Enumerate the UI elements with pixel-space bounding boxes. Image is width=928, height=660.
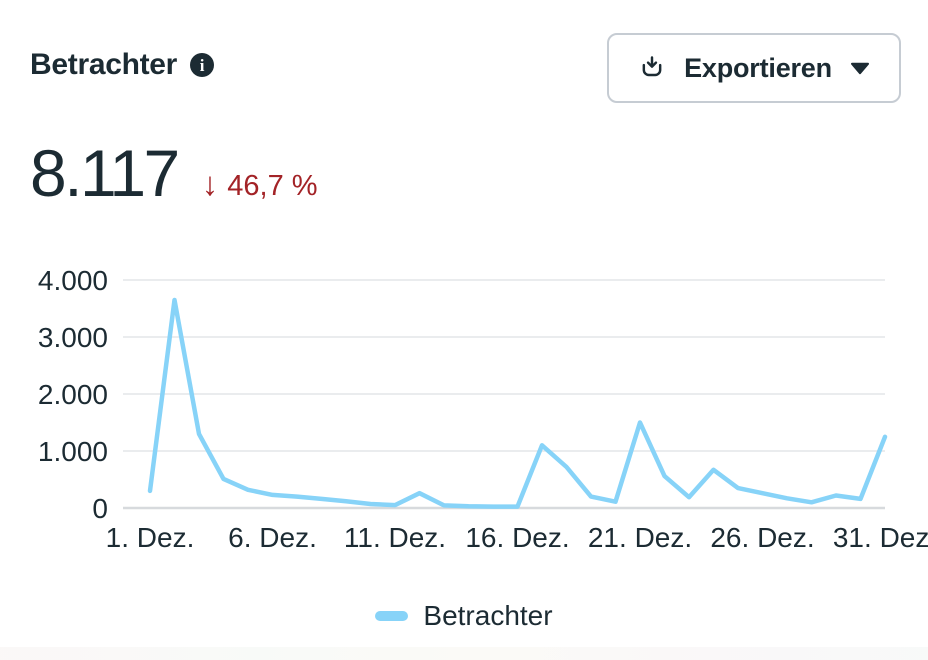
metric-delta-value: 46,7 %	[227, 170, 318, 202]
y-tick-label: 1.000	[38, 436, 108, 467]
metric-summary: 8.117 ↓ 46,7 %	[30, 140, 318, 206]
x-tick-label: 11. Dez.	[344, 522, 446, 553]
legend-label: Betrachter	[423, 600, 553, 631]
caret-down-icon	[850, 62, 870, 75]
y-tick-label: 3.000	[38, 322, 108, 353]
card-header: Betrachter i	[30, 48, 215, 81]
metric-value: 8.117	[30, 136, 180, 210]
x-tick-label: 6. Dez.	[228, 522, 317, 553]
series-line-betrachter	[147, 297, 888, 509]
x-tick-label: 21. Dez.	[588, 522, 692, 553]
x-tick-label: 16. Dez.	[465, 522, 569, 553]
metric-delta: ↓ 46,7 %	[202, 167, 318, 206]
x-tick-label: 26. Dez.	[710, 522, 814, 553]
export-button[interactable]: Exportieren	[607, 33, 901, 103]
y-tick-label: 0	[92, 493, 108, 524]
y-tick-label: 2.000	[38, 379, 108, 410]
y-tick-label: 4.000	[38, 265, 108, 296]
export-button-label: Exportieren	[684, 52, 832, 83]
x-tick-label: 1. Dez.	[106, 522, 195, 553]
card-title: Betrachter	[30, 48, 178, 81]
x-tick-label: 31. Dez.	[833, 522, 928, 553]
download-icon	[638, 54, 666, 82]
chart-legend: Betrachter	[0, 600, 928, 632]
next-card-edge	[0, 647, 928, 660]
arrow-down-icon: ↓	[201, 165, 219, 202]
info-icon[interactable]: i	[190, 53, 215, 77]
legend-swatch	[375, 611, 409, 621]
